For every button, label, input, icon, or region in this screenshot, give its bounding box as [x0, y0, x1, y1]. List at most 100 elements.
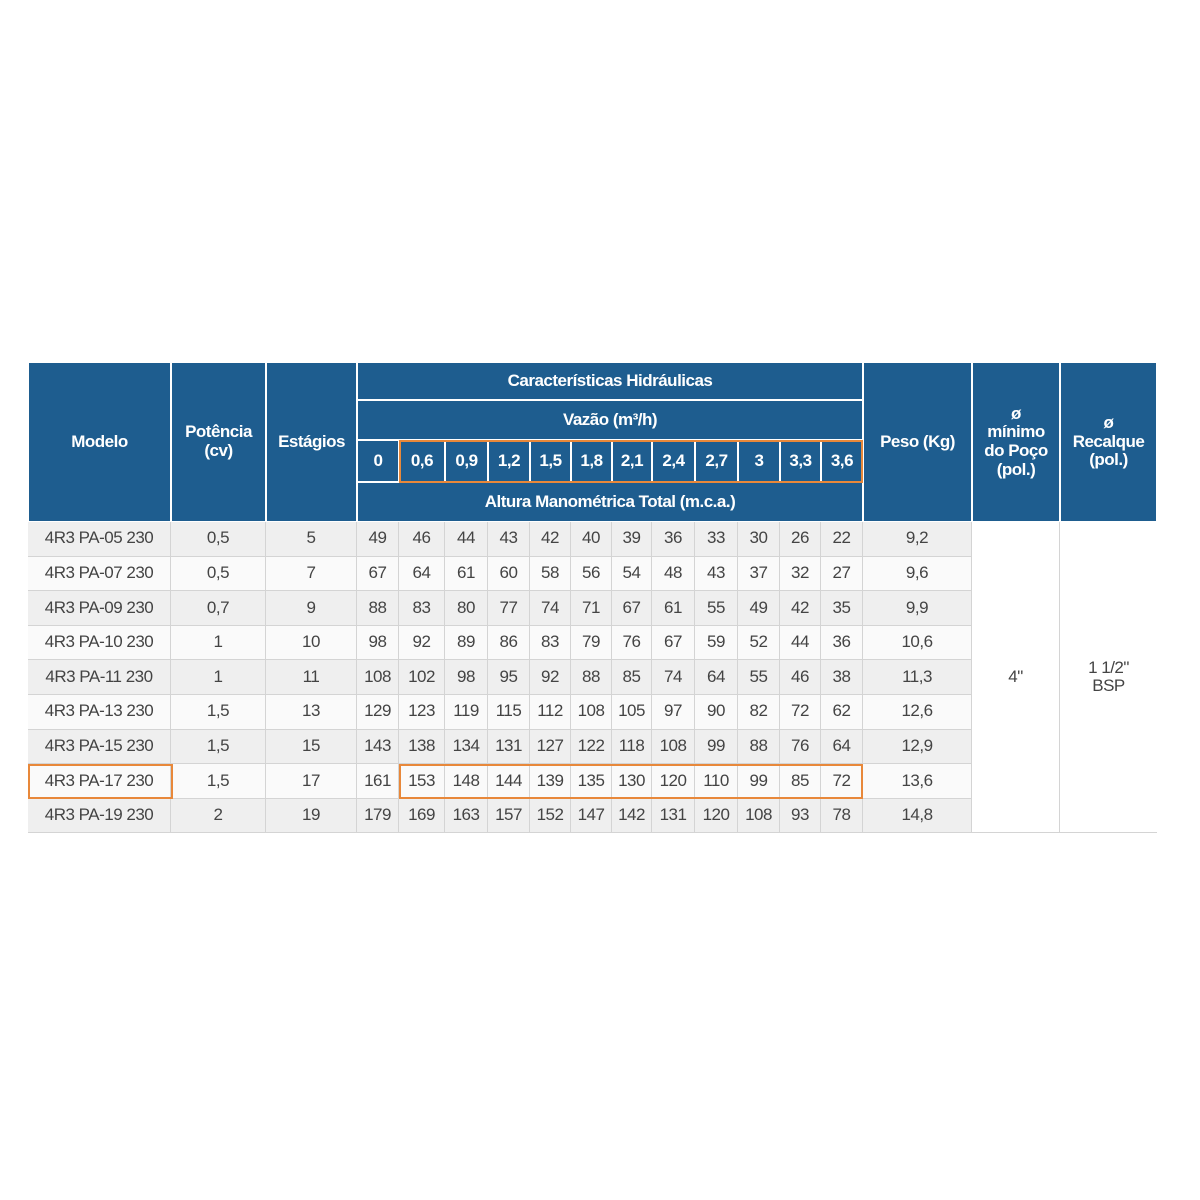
height-cell: 82 [738, 695, 780, 730]
height-cell: 59 [695, 625, 738, 661]
stages-cell: 10 [266, 625, 357, 661]
height-cell: 43 [488, 522, 530, 557]
height-cell: 74 [652, 660, 695, 695]
height-cell: 143 [357, 729, 399, 765]
height-cell: 112 [530, 695, 571, 730]
height-cell: 74 [530, 591, 571, 626]
model-cell: 4R3 PA-15 230 [28, 729, 171, 765]
height-cell: 58 [530, 556, 571, 592]
stages-cell: 9 [266, 591, 357, 626]
height-cell: 67 [357, 556, 399, 592]
flow-header: 2,7 [695, 440, 738, 482]
model-cell: 4R3 PA-07 230 [28, 556, 171, 592]
height-cell: 67 [612, 591, 652, 626]
stages-cell: 17 [266, 764, 357, 799]
height-cell: 56 [571, 556, 612, 592]
weight-cell: 9,6 [863, 556, 972, 592]
height-cell: 35 [821, 591, 863, 626]
height-cell: 39 [612, 522, 652, 557]
model-cell: 4R3 PA-11 230 [28, 660, 171, 695]
power-cell: 0,7 [171, 591, 266, 626]
height-cell: 61 [652, 591, 695, 626]
height-cell: 102 [399, 660, 445, 695]
height-cell: 98 [445, 660, 488, 695]
header-cell: Modelo [28, 362, 171, 522]
power-cell: 0,5 [171, 556, 266, 592]
height-cell: 115 [488, 695, 530, 730]
height-cell: 93 [780, 798, 821, 834]
height-cell: 38 [821, 660, 863, 695]
power-cell: 1,5 [171, 729, 266, 765]
flow-header: 3,3 [780, 440, 821, 482]
height-cell: 88 [738, 729, 780, 765]
height-cell: 120 [695, 798, 738, 834]
power-cell: 0,5 [171, 522, 266, 557]
stages-cell: 7 [266, 556, 357, 592]
height-cell: 67 [652, 625, 695, 661]
height-cell: 123 [399, 695, 445, 730]
height-cell: 64 [821, 729, 863, 765]
flow-header: 0,6 [399, 440, 445, 482]
height-cell: 43 [695, 556, 738, 592]
flow-header: 2,4 [652, 440, 695, 482]
height-cell: 120 [652, 764, 695, 799]
cell-line: mínimo [987, 422, 1045, 442]
height-cell: 80 [445, 591, 488, 626]
height-cell: 46 [399, 522, 445, 557]
height-cell: 138 [399, 729, 445, 765]
height-cell: 44 [780, 625, 821, 661]
height-cell: 40 [571, 522, 612, 557]
height-cell: 122 [571, 729, 612, 765]
highlight-box [399, 764, 863, 799]
height-cell: 127 [530, 729, 571, 765]
height-cell: 129 [357, 695, 399, 730]
height-cell: 163 [445, 798, 488, 834]
height-cell: 88 [357, 591, 399, 626]
height-cell: 26 [780, 522, 821, 557]
height-cell: 179 [357, 798, 399, 834]
height-cell: 77 [488, 591, 530, 626]
height-cell: 46 [780, 660, 821, 695]
model-cell: 4R3 PA-19 230 [28, 798, 171, 834]
height-cell: 98 [357, 625, 399, 661]
height-cell: 131 [488, 729, 530, 765]
stages-cell: 13 [266, 695, 357, 730]
height-cell: 130 [612, 764, 652, 799]
header-cell: Características Hidráulicas [357, 362, 863, 400]
cell-line: ø [1011, 403, 1021, 423]
height-cell: 32 [780, 556, 821, 592]
cell-line: BSP [1092, 676, 1125, 696]
header-cell: ø Recalque (pol.) [1060, 362, 1157, 522]
height-cell: 49 [357, 522, 399, 557]
height-cell: 76 [780, 729, 821, 765]
height-cell: 92 [530, 660, 571, 695]
height-cell: 61 [445, 556, 488, 592]
height-cell: 97 [652, 695, 695, 730]
height-cell: 60 [488, 556, 530, 592]
height-cell: 71 [571, 591, 612, 626]
height-cell: 88 [571, 660, 612, 695]
height-cell: 95 [488, 660, 530, 695]
header-cell: Peso (Kg) [863, 362, 972, 522]
height-cell: 99 [695, 729, 738, 765]
height-cell: 62 [821, 695, 863, 730]
power-cell: 2 [171, 798, 266, 834]
flow-header: 1,8 [571, 440, 612, 482]
outlet-cell: 1 1/2" BSP [1060, 522, 1157, 834]
height-cell: 27 [821, 556, 863, 592]
height-cell: 161 [357, 764, 399, 799]
height-cell: 89 [445, 625, 488, 661]
header-cell: Potência (cv) [171, 362, 266, 522]
height-cell: 119 [445, 695, 488, 730]
header-cell: Vazão (m³/h) [357, 400, 863, 440]
weight-cell: 11,3 [863, 660, 972, 695]
cell-line: Recalque [1072, 431, 1145, 451]
cell-line: (pol.) [996, 459, 1036, 479]
height-cell: 78 [821, 798, 863, 834]
height-cell: 33 [695, 522, 738, 557]
header-cell: Estágios [266, 362, 357, 522]
cell-line: (cv) [204, 441, 233, 460]
cell-line: (pol.) [1089, 450, 1128, 470]
cell-line: ø [1103, 412, 1114, 432]
